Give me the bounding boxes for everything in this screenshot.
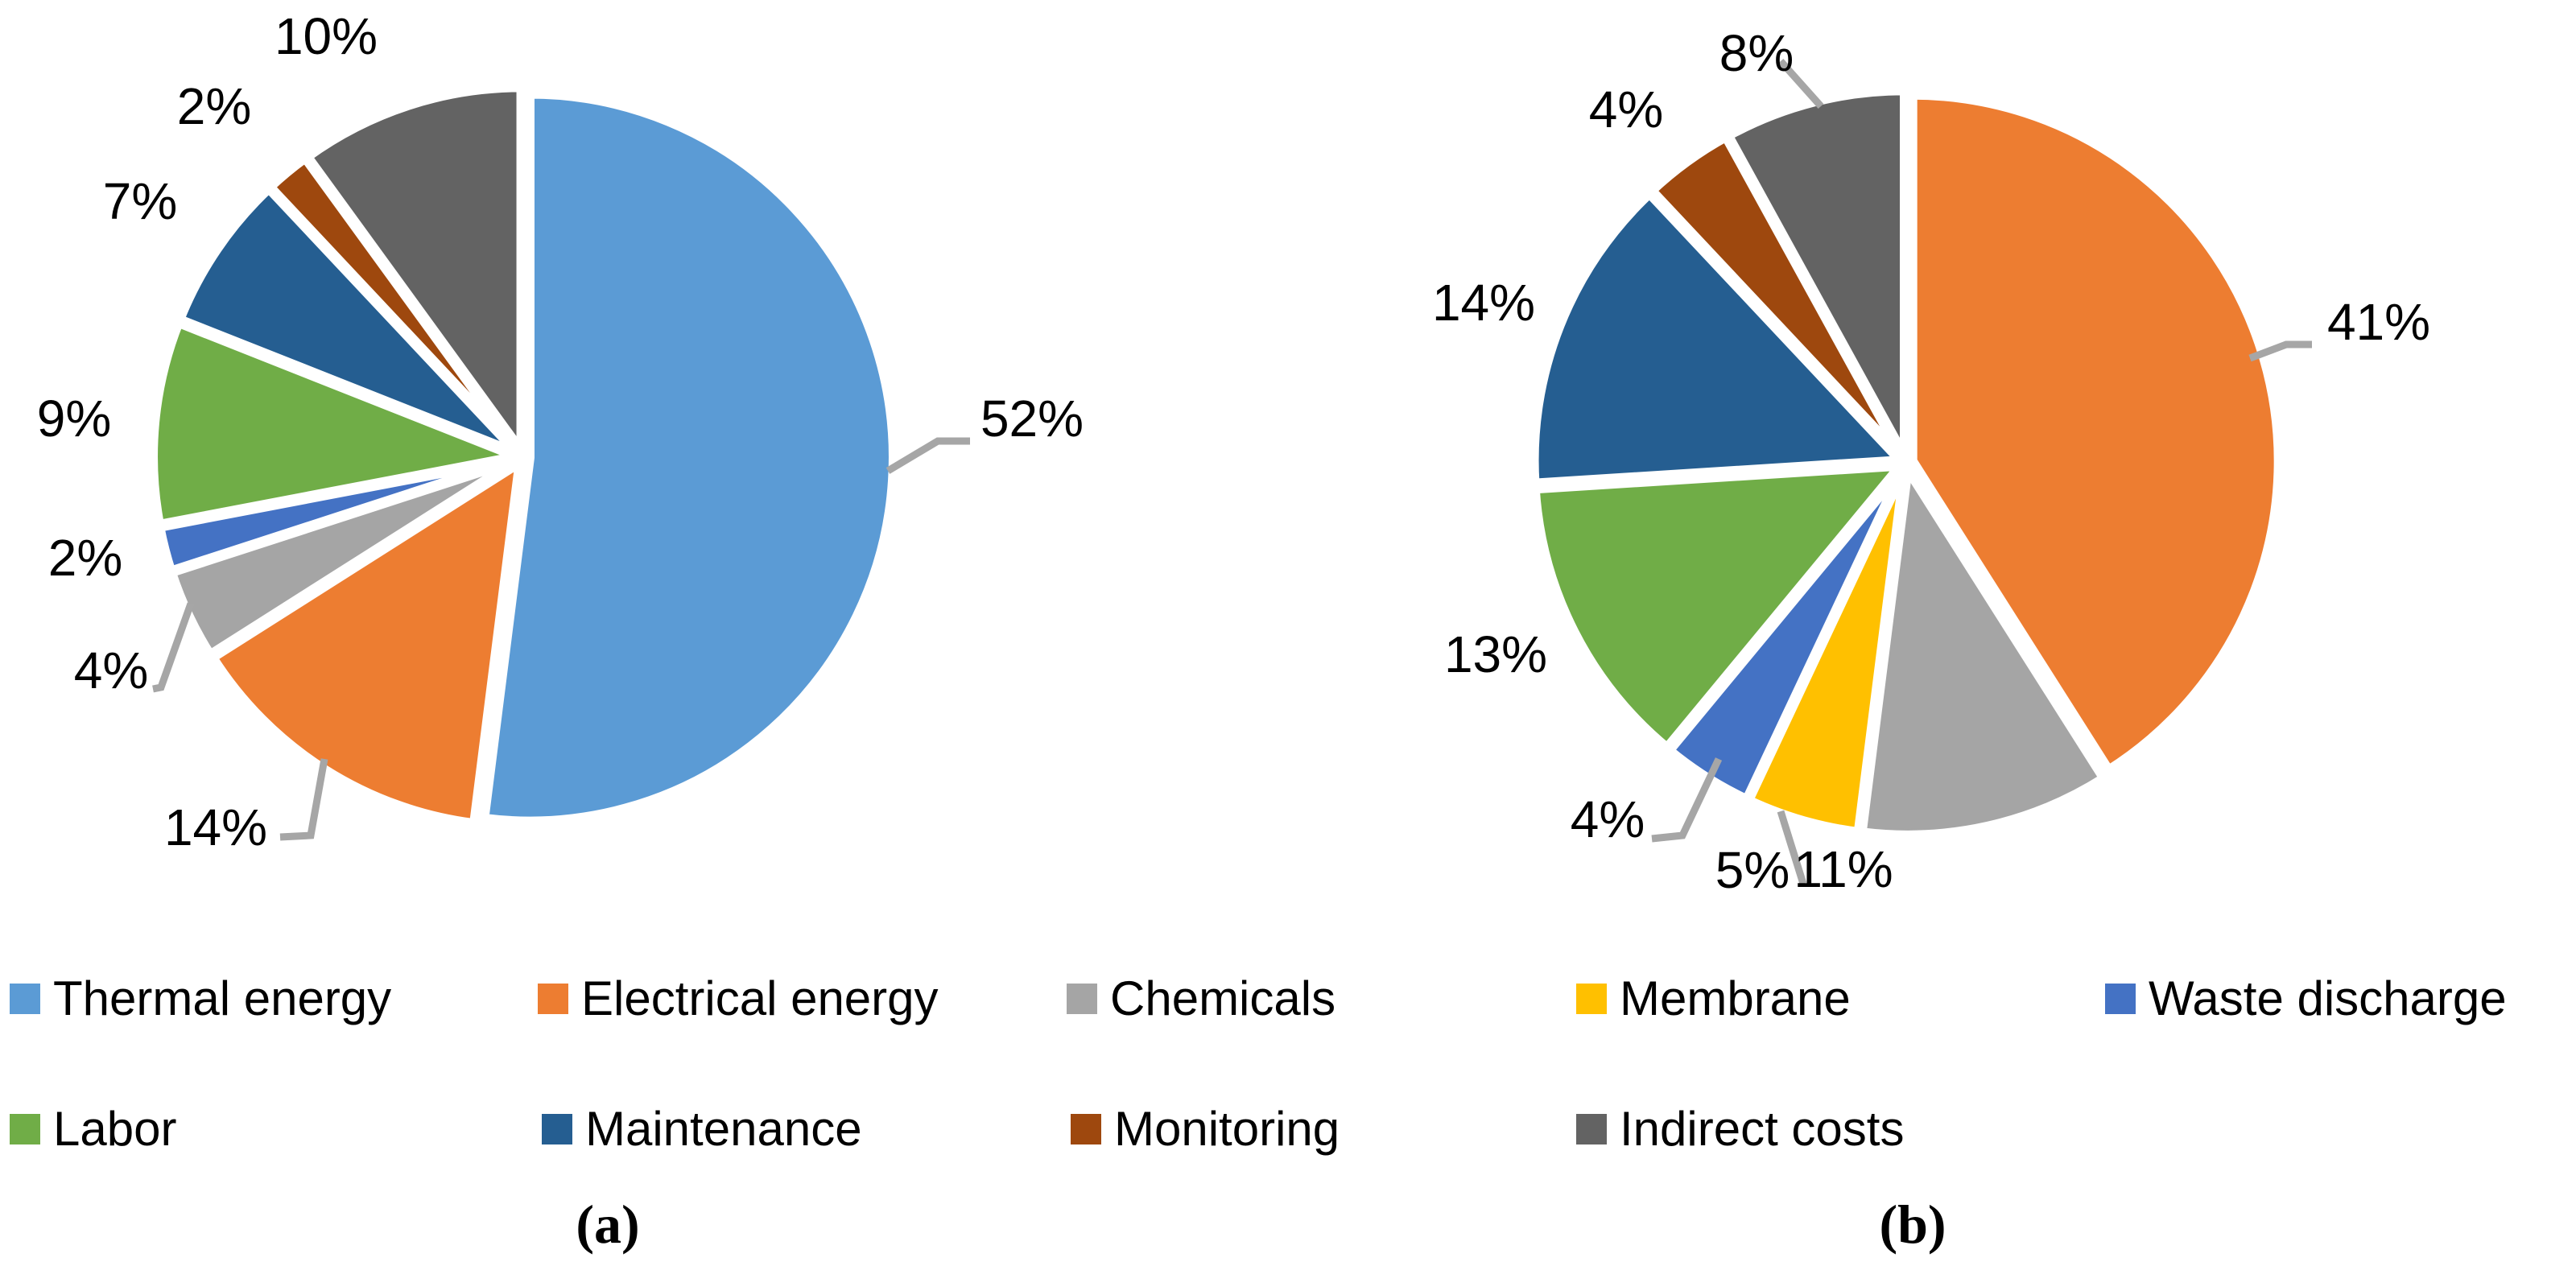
legend-item-labor: Labor: [10, 1099, 176, 1160]
leader-line-b-0: [2248, 340, 2312, 362]
data-label-b-electrical-energy: 41%: [2327, 293, 2430, 351]
legend-label: Indirect costs: [1620, 1102, 1905, 1156]
pie-b: 41% 11%5% 4% 13% 14% 4% 8%: [1432, 24, 2430, 899]
legend-swatch-electrical-energy: [538, 984, 568, 1014]
data-label-a-indirect-costs: 10%: [275, 7, 378, 65]
data-label-b-chemicals: 11%: [1794, 840, 1893, 898]
legend-swatch-chemicals: [1067, 984, 1097, 1014]
legend-item-electrical-energy: Electrical energy: [538, 968, 939, 1029]
legend-swatch-membrane: [1576, 984, 1607, 1014]
data-label-a-electrical-energy: 14%: [164, 798, 267, 856]
leader-line-a-1: [279, 758, 328, 841]
data-label-b-labor: 13%: [1444, 625, 1547, 683]
legend-item-thermal-energy: Thermal energy: [10, 968, 391, 1029]
legend-swatch-labor: [10, 1114, 40, 1144]
leader-line-b-1: [1777, 810, 1807, 885]
pie-slice-b-electrical-energy: [1907, 89, 2284, 775]
data-label-a-chemicals: 4%: [74, 641, 149, 699]
legend-item-chemicals: Chemicals: [1067, 968, 1335, 1029]
data-label-a-waste-discharge: 2%: [48, 529, 123, 587]
legend-label: Waste discharge: [2149, 971, 2507, 1025]
legend-item-membrane: Membrane: [1576, 968, 1851, 1029]
legend-label: Thermal energy: [53, 971, 392, 1025]
legend-swatch-thermal-energy: [10, 984, 40, 1014]
pie-slice-b-chemicals: [1856, 464, 2109, 840]
legend-label: Monitoring: [1114, 1102, 1340, 1156]
legend-swatch-monitoring: [1071, 1114, 1101, 1144]
data-label-b-indirect-costs: 8%: [1719, 24, 1794, 82]
legend-item-monitoring: Monitoring: [1071, 1099, 1340, 1160]
leader-line-a-0: [886, 437, 970, 474]
pie-a: 52% 14% 4% 2% 9% 7% 2% 10%: [37, 7, 1084, 856]
leader-line-a-2: [152, 602, 195, 693]
legend-label: Chemicals: [1110, 971, 1336, 1025]
leader-line-b-3: [1651, 757, 1723, 843]
legend-swatch-indirect-costs: [1576, 1114, 1607, 1144]
data-label-b-waste-discharge: 4%: [1571, 790, 1645, 848]
data-label-b-maintenance: 14%: [1432, 274, 1535, 332]
data-label-b-membrane: 5%: [1715, 841, 1790, 899]
pie-slice-b-maintenance: [1529, 188, 1905, 489]
legend-item-waste-discharge: Waste discharge: [2105, 968, 2507, 1029]
pie-slice-a-thermal-energy: [479, 89, 898, 827]
data-label-a-labor: 9%: [37, 390, 112, 447]
panel-a-caption: (a): [576, 1194, 640, 1255]
legend-swatch-maintenance: [542, 1114, 572, 1144]
legend-label: Membrane: [1620, 971, 1851, 1025]
data-label-a-thermal-energy: 52%: [980, 390, 1084, 447]
legend-swatch-waste-discharge: [2105, 984, 2136, 1014]
legend-item-indirect-costs: Indirect costs: [1576, 1099, 1904, 1160]
legend-item-maintenance: Maintenance: [542, 1099, 862, 1160]
panel-b-caption: (b): [1879, 1194, 1946, 1255]
data-label-b-monitoring: 4%: [1589, 80, 1664, 138]
legend-label: Electrical energy: [581, 971, 939, 1025]
data-label-a-monitoring: 2%: [177, 77, 252, 135]
legend-label: Labor: [53, 1102, 177, 1156]
leader-line-b-7: [1777, 59, 1824, 109]
pie-slice-a-labor: [148, 317, 522, 530]
legend-label: Maintenance: [585, 1102, 862, 1156]
pie-slice-a-indirect-costs: [302, 82, 526, 456]
pie-slice-a-maintenance: [175, 184, 523, 459]
data-label-a-maintenance: 7%: [103, 172, 178, 230]
pie-slice-b-labor: [1530, 460, 1905, 753]
